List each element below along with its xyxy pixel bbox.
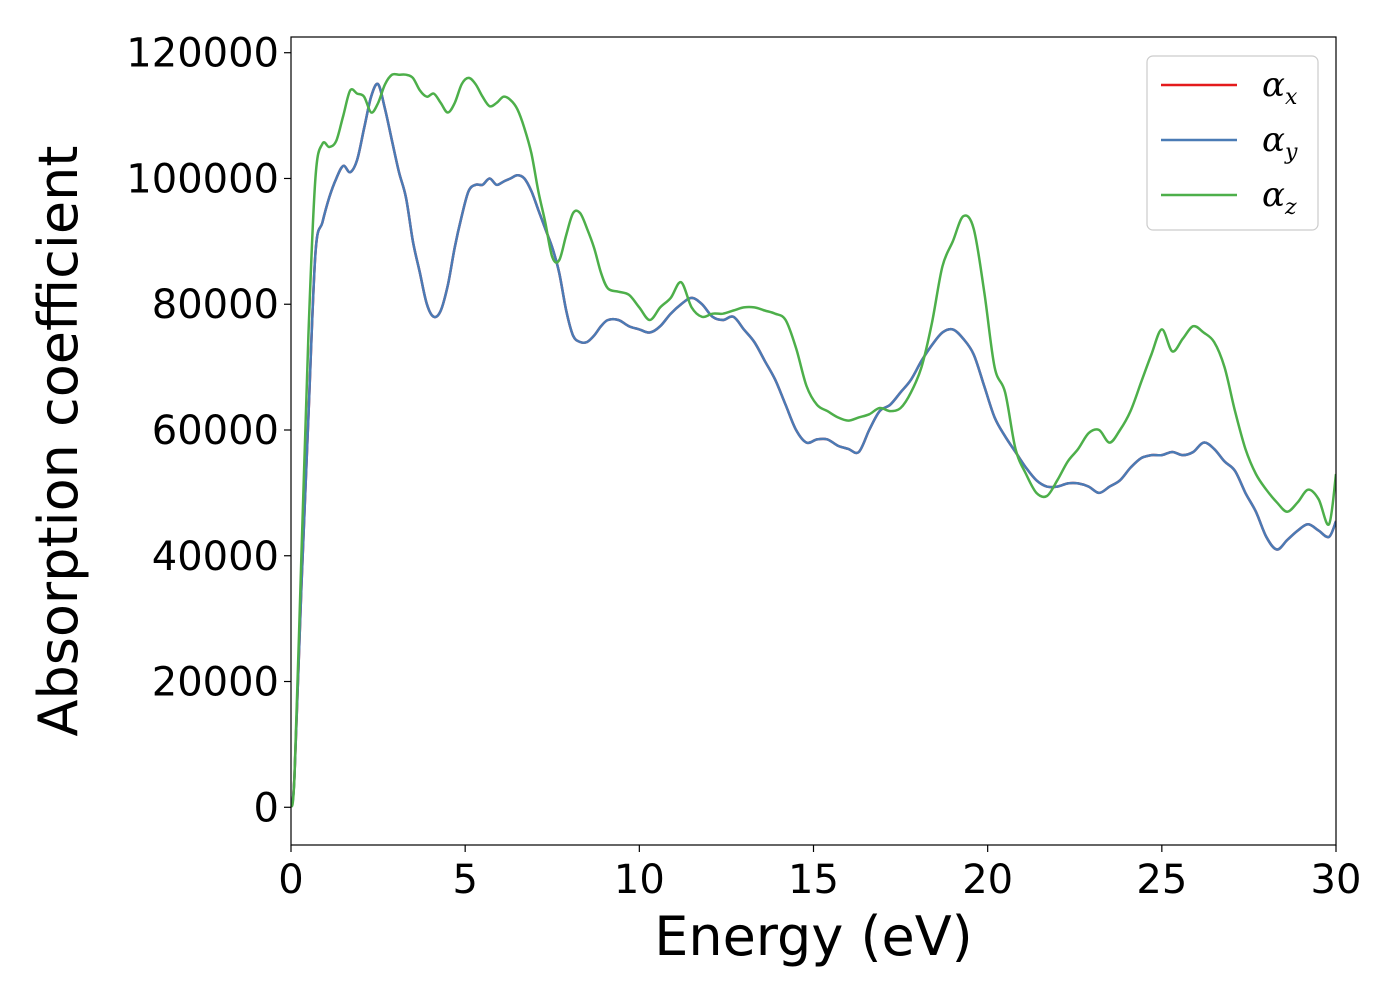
- y-tick-label: 20000: [152, 660, 279, 706]
- x-tick-label: 10: [614, 857, 665, 903]
- plot-area: [291, 72, 1336, 808]
- x-tick-label: 30: [1311, 857, 1362, 903]
- series-line-alpha-z: [291, 72, 1336, 808]
- y-tick-label: 60000: [152, 408, 279, 454]
- y-tick-label: 100000: [126, 156, 279, 202]
- y-tick-label: 0: [254, 785, 279, 831]
- x-axis-title: Energy (eV): [654, 905, 973, 968]
- legend-label-alpha-x: αx: [1262, 65, 1298, 110]
- x-tick-label: 25: [1136, 857, 1187, 903]
- legend: αx αy αz: [1146, 55, 1319, 231]
- legend-label-alpha-z: αz: [1262, 175, 1297, 220]
- x-tick-label: 15: [788, 857, 839, 903]
- y-tick-label: 40000: [152, 534, 279, 580]
- series-line-alpha-y: [291, 82, 1336, 808]
- y-axis: 0 20000 40000 60000 80000 100000 120000: [126, 31, 291, 831]
- x-tick-label: 20: [962, 857, 1013, 903]
- y-tick-label: 120000: [126, 31, 279, 77]
- x-tick-label: 5: [452, 857, 477, 903]
- legend-label-alpha-y: αy: [1262, 120, 1298, 165]
- y-tick-label: 80000: [152, 282, 279, 328]
- legend-box: [1146, 55, 1319, 231]
- x-axis: 0 5 10 15 20 25 30: [278, 845, 1361, 903]
- x-tick-label: 0: [278, 857, 303, 903]
- y-axis-title: Absorption coefficient: [27, 146, 90, 737]
